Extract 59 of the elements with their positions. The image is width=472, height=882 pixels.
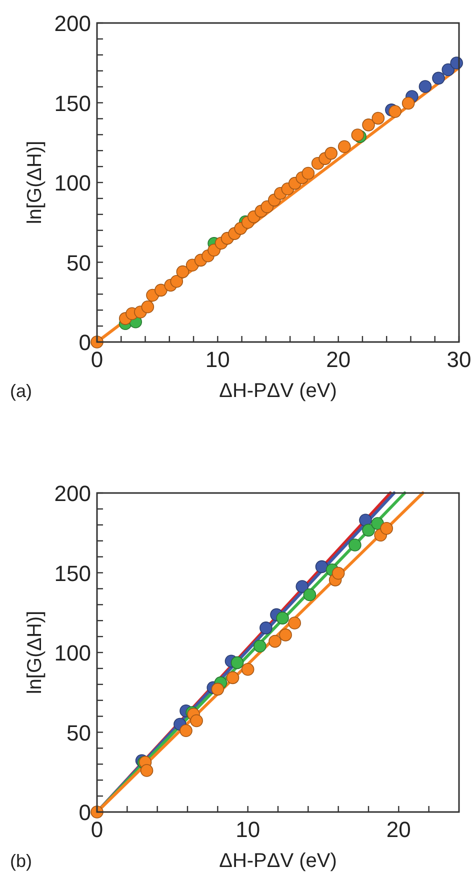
point xyxy=(176,265,190,278)
x-tick-label: 20 xyxy=(326,347,351,372)
y-tick-label: 100 xyxy=(54,170,91,196)
y-axis-title: ln[G(ΔH)] xyxy=(24,610,46,694)
x-axis-title: ΔH-PΔV (eV) xyxy=(219,850,337,872)
y-tick-label: 100 xyxy=(54,640,91,666)
point xyxy=(141,300,154,314)
point xyxy=(230,656,244,670)
point xyxy=(180,724,192,738)
point xyxy=(351,128,364,142)
point xyxy=(140,764,154,777)
point xyxy=(90,806,104,818)
point xyxy=(170,274,184,288)
x-axis-title: ΔH-PΔV (eV) xyxy=(219,380,337,402)
point xyxy=(388,105,402,118)
point xyxy=(254,640,266,653)
point xyxy=(303,588,316,602)
point xyxy=(380,522,393,535)
point xyxy=(418,80,432,93)
point xyxy=(190,714,203,728)
x-tick-label: 20 xyxy=(386,817,411,842)
point xyxy=(260,622,272,634)
y-tick-label: 200 xyxy=(54,481,91,506)
y-tick-label: 150 xyxy=(54,90,91,116)
point xyxy=(432,72,445,85)
point xyxy=(226,671,240,684)
y-tick-label: 50 xyxy=(66,720,91,746)
point xyxy=(279,628,292,642)
point xyxy=(315,560,328,574)
point xyxy=(302,166,315,180)
point xyxy=(362,524,375,537)
point xyxy=(288,616,301,630)
x-tick-label: 30 xyxy=(446,347,472,372)
point xyxy=(359,514,372,527)
point xyxy=(338,140,351,154)
point xyxy=(442,63,455,76)
y-tick-label: 50 xyxy=(66,250,91,276)
point xyxy=(324,146,338,160)
point xyxy=(332,566,345,580)
y-tick-label: 0 xyxy=(78,800,91,825)
x-tick-label: 10 xyxy=(205,347,230,372)
point xyxy=(268,634,282,648)
point xyxy=(154,284,168,297)
point xyxy=(241,663,254,676)
text: (b) xyxy=(10,851,32,871)
y-tick-label: 200 xyxy=(54,11,91,36)
point xyxy=(372,112,385,125)
y-tick-label: 150 xyxy=(54,560,91,586)
point xyxy=(90,336,104,348)
point xyxy=(276,612,289,624)
y-tick-label: 0 xyxy=(78,330,91,355)
y-axis-title: ln[G(ΔH)] xyxy=(24,140,46,224)
point xyxy=(211,682,224,696)
x-tick-label: 10 xyxy=(236,817,260,842)
point xyxy=(348,538,362,552)
point xyxy=(296,580,309,593)
point xyxy=(402,96,415,110)
text: (a) xyxy=(10,381,32,401)
point xyxy=(362,118,375,132)
